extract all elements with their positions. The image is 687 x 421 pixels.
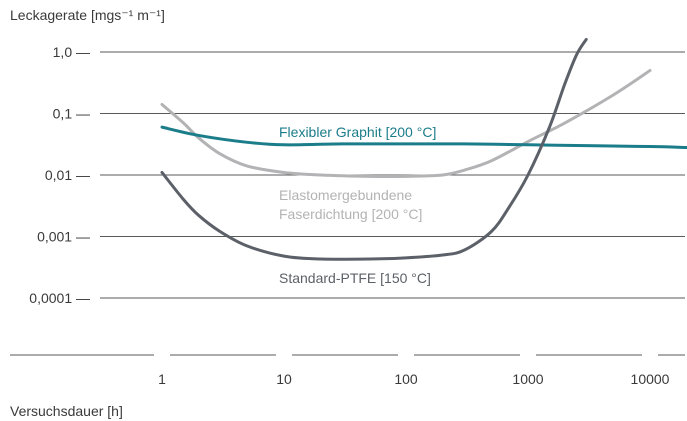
- series-label-graphite: Flexibler Graphit [200 °C]: [279, 124, 436, 140]
- series-label-fiber-seal: Elastomergebundene: [279, 187, 412, 203]
- x-tick-label: 100: [394, 371, 418, 387]
- x-axis-title: Versuchsdauer [h]: [10, 403, 123, 419]
- x-tick-label: 10000: [631, 371, 670, 387]
- tick-labels: 1,0 — 0,1 — 0,01 — 0,001 — 0,0001 — 1 10 100 100…: [29, 44, 669, 387]
- y-tick-label: 0,001 —: [37, 229, 90, 245]
- y-tick-label: 1,0 —: [53, 44, 90, 60]
- series-line-ptfe: [160, 37, 588, 261]
- y-tick-label: 0,1 —: [53, 106, 90, 122]
- x-tick-label: 1000: [512, 371, 543, 387]
- x-tick-label: 1: [158, 371, 166, 387]
- series-annotations: Flexibler Graphit [200 °C] Elastomergebun…: [279, 124, 436, 286]
- series-label-fiber-seal: Faserdichtung [200 °C]: [279, 206, 422, 222]
- y-axis-title: Leckagerate [mgs⁻¹ m⁻¹]: [10, 7, 165, 23]
- x-tick-label: 10: [276, 371, 292, 387]
- series-label-ptfe: Standard-PTFE [150 °C]: [279, 270, 431, 286]
- grid-lines: [10, 51, 685, 356]
- series-lines: [160, 37, 687, 261]
- y-tick-label: 0,0001 —: [29, 290, 90, 306]
- series-line-graphite: [160, 125, 687, 149]
- y-tick-label: 0,01 —: [45, 167, 90, 183]
